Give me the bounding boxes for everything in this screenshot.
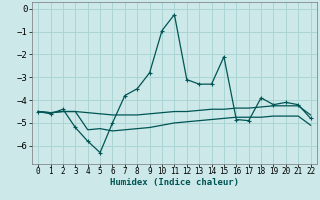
- X-axis label: Humidex (Indice chaleur): Humidex (Indice chaleur): [110, 178, 239, 187]
